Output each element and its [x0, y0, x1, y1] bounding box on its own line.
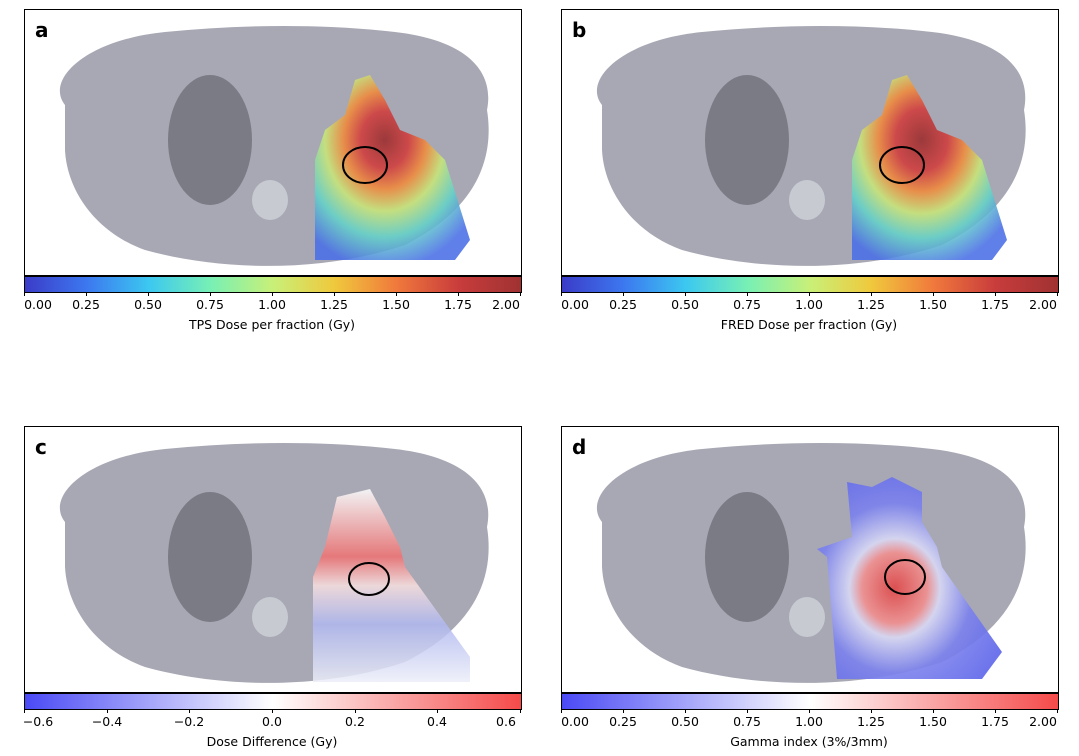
panel-letter-d: d — [572, 435, 587, 459]
colorbar-label-a: TPS Dose per fraction (Gy) — [188, 317, 356, 332]
colorbar-tickmark — [355, 709, 356, 713]
colorbar-tick-label: 0.25 — [609, 297, 637, 312]
colorbar-tickmark — [623, 709, 624, 713]
ct-slice-a — [59, 26, 489, 266]
colorbar-tickmark — [871, 292, 872, 296]
colorbar-tickmark — [685, 709, 686, 713]
colorbar-tickmark — [520, 709, 521, 713]
colorbar-tick-label: 0.00 — [561, 714, 589, 729]
colorbar-tick-label: 1.75 — [981, 297, 1009, 312]
colorbar-tick-label: 2.00 — [1029, 297, 1057, 312]
colorbar-tick-label: 1.75 — [444, 297, 472, 312]
colorbar-tick-label: −0.4 — [91, 714, 123, 729]
colorbar-tickmark — [995, 709, 996, 713]
colorbar-tick-label: 1.50 — [919, 714, 947, 729]
colorbar-tick-label: 1.00 — [795, 714, 823, 729]
colorbar-tick-label: 1.75 — [981, 714, 1009, 729]
colorbar-tickmark — [334, 292, 335, 296]
colorbar-tickmark — [871, 709, 872, 713]
colorbar-tickmark — [86, 292, 87, 296]
colorbar-tickmark — [24, 709, 25, 713]
colorbar-tickmark — [189, 709, 190, 713]
colorbar-tickmark — [623, 292, 624, 296]
colorbar-tickmark — [747, 292, 748, 296]
colorbar-tick-label: 1.25 — [320, 297, 348, 312]
colorbar-tick-label: 0.6 — [496, 714, 516, 729]
colorbar-tickmark — [520, 292, 521, 296]
colorbar-tick-label: 0.4 — [427, 714, 447, 729]
colorbar-tick-label: 1.25 — [857, 297, 885, 312]
colorbar-tick-label: 1.00 — [795, 297, 823, 312]
colorbar-tick-label: 1.50 — [919, 297, 947, 312]
colorbar-tickmark — [747, 709, 748, 713]
colorbar-a — [24, 276, 522, 293]
panel-a-image: a — [24, 9, 522, 276]
colorbar-tickmark — [933, 292, 934, 296]
ct-slice-d — [596, 443, 1026, 683]
colorbar-tick-label: 0.50 — [134, 297, 162, 312]
colorbar-tick-label: 2.00 — [492, 297, 520, 312]
colorbar-tick-label: 0.75 — [733, 714, 761, 729]
colorbar-tickmark — [210, 292, 211, 296]
colorbar-tickmark — [458, 292, 459, 296]
colorbar-tick-label: 0.2 — [345, 714, 365, 729]
colorbar-tick-label: 0.25 — [609, 714, 637, 729]
colorbar-tickmark — [437, 709, 438, 713]
colorbar-tickmark — [809, 292, 810, 296]
colorbar-tick-label: 0.50 — [671, 297, 699, 312]
colorbar-tickmark — [1057, 292, 1058, 296]
colorbar-tickmark — [995, 292, 996, 296]
panel-letter-a: a — [35, 18, 49, 42]
colorbar-d — [561, 693, 1059, 710]
colorbar-tickmark — [809, 709, 810, 713]
colorbar-tick-label: 1.00 — [258, 297, 286, 312]
colorbar-c — [24, 693, 522, 710]
colorbar-tickmark — [1057, 709, 1058, 713]
colorbar-tick-label: 0.75 — [733, 297, 761, 312]
panel-letter-c: c — [35, 435, 47, 459]
colorbar-tickmark — [933, 709, 934, 713]
colorbar-tick-label: 1.25 — [857, 714, 885, 729]
colorbar-tickmark — [396, 292, 397, 296]
colorbar-tickmark — [561, 709, 562, 713]
panel-c-image: c — [24, 426, 522, 693]
colorbar-tick-label: 0.00 — [561, 297, 589, 312]
colorbar-tickmark — [107, 709, 108, 713]
colorbar-label-c: Dose Difference (Gy) — [206, 734, 338, 749]
panel-b-image: b — [561, 9, 1059, 276]
colorbar-tickmark — [272, 709, 273, 713]
panel-d-image: d — [561, 426, 1059, 693]
colorbar-tick-label: −0.6 — [22, 714, 54, 729]
ct-slice-c — [59, 443, 489, 683]
colorbar-b — [561, 276, 1059, 293]
colorbar-tick-label: 2.00 — [1029, 714, 1057, 729]
colorbar-tick-label: −0.2 — [173, 714, 205, 729]
colorbar-tickmark — [24, 292, 25, 296]
colorbar-label-b: FRED Dose per fraction (Gy) — [720, 317, 898, 332]
colorbar-tickmark — [148, 292, 149, 296]
colorbar-tickmark — [561, 292, 562, 296]
colorbar-tick-label: 0.00 — [24, 297, 52, 312]
colorbar-tick-label: 1.50 — [382, 297, 410, 312]
ct-slice-b — [596, 26, 1026, 266]
colorbar-label-d: Gamma index (3%/3mm) — [730, 734, 888, 749]
panel-letter-b: b — [572, 18, 587, 42]
colorbar-tick-label: 0.0 — [262, 714, 282, 729]
colorbar-tick-label: 0.75 — [196, 297, 224, 312]
colorbar-tick-label: 0.25 — [72, 297, 100, 312]
colorbar-tickmark — [685, 292, 686, 296]
colorbar-tick-label: 0.50 — [671, 714, 699, 729]
colorbar-tickmark — [272, 292, 273, 296]
